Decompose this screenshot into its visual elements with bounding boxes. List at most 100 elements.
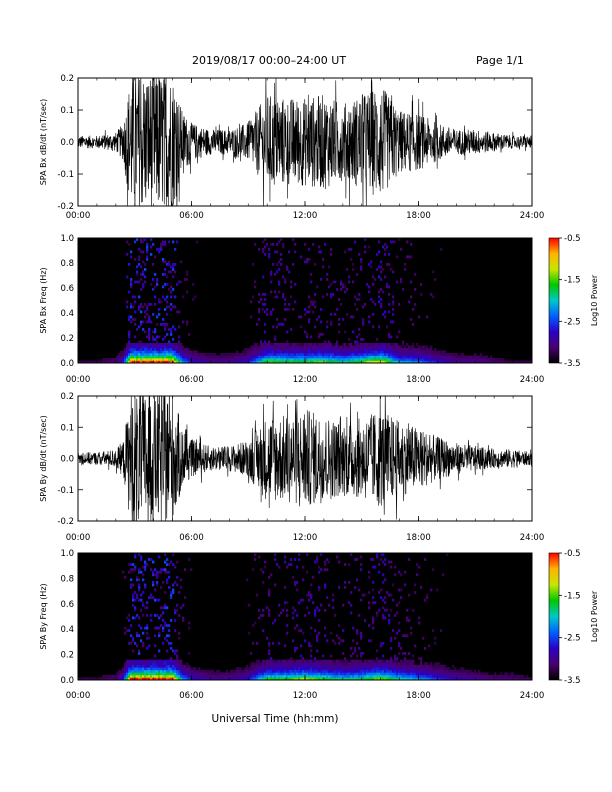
- spectrogram-cell: [162, 659, 165, 663]
- spectrogram-cell: [376, 553, 379, 556]
- spectrogram-cell: [288, 674, 291, 678]
- spectrogram-cell: [518, 677, 521, 681]
- spectrogram-cell: [326, 273, 329, 276]
- spectrogram-cell: [172, 305, 175, 309]
- spectrogram-cell: [170, 350, 173, 354]
- spectrogram-cell: [396, 353, 399, 356]
- spectrogram-cell: [262, 608, 265, 612]
- spectrogram-cell: [270, 657, 273, 660]
- spectrogram-cell: [498, 677, 501, 681]
- spectrogram-cell: [146, 243, 149, 246]
- spectrogram-cell: [142, 573, 145, 577]
- spectrogram-cell: [410, 255, 413, 259]
- spectrogram-cell: [374, 360, 377, 364]
- spectrogram-cell: [160, 570, 163, 574]
- spectrogram-cell: [140, 667, 143, 671]
- spectrogram-cell: [370, 664, 373, 668]
- spectrogram-cell: [270, 669, 273, 673]
- spectrogram-cell: [398, 667, 401, 671]
- spectrogram-cell: [136, 575, 139, 579]
- spectrogram-cell: [346, 355, 349, 359]
- spectrogram-cell: [416, 669, 419, 673]
- spectrogram-cell: [134, 353, 137, 356]
- spectrogram-cell: [388, 303, 391, 306]
- spectrogram-cell: [144, 568, 147, 572]
- spectrogram-cell: [276, 355, 279, 359]
- spectrogram-cell: [160, 355, 163, 359]
- spectrogram-cell: [304, 662, 307, 666]
- spectrogram-cell: [306, 345, 309, 349]
- spectrogram-cell: [312, 348, 315, 351]
- spectrogram-cell: [160, 624, 163, 627]
- spectrogram-cell: [310, 353, 313, 356]
- spectrogram-cell: [328, 677, 331, 681]
- spectrogram-cell: [354, 674, 357, 678]
- spectrogram-cell: [402, 672, 405, 676]
- spectrogram-cell: [128, 243, 131, 246]
- spectrogram-cell: [316, 649, 319, 653]
- spectrogram-cell: [188, 358, 191, 361]
- spectrogram-cell: [132, 677, 135, 681]
- spectrogram-cell: [118, 669, 121, 673]
- x-tick-label: 12:00: [293, 211, 318, 221]
- spectrogram-cell: [146, 308, 149, 311]
- spectrogram-cell: [344, 360, 347, 364]
- spectrogram-cell: [356, 641, 359, 645]
- spectrogram-cell: [184, 674, 187, 678]
- spectrogram-cell: [278, 283, 281, 286]
- spectrogram-cell: [436, 674, 439, 678]
- spectrogram-cell: [274, 664, 277, 668]
- spectrogram-cell: [448, 677, 451, 681]
- spectrogram-cell: [380, 659, 383, 663]
- spectrogram-cell: [150, 245, 153, 249]
- spectrogram-cell: [380, 669, 383, 673]
- spectrogram-cell: [172, 583, 175, 587]
- spectrogram-cell: [310, 677, 313, 681]
- spectrogram-cell: [330, 320, 333, 324]
- spectrogram-cell: [140, 570, 143, 574]
- spectrogram-cell: [378, 608, 381, 612]
- spectrogram-cell: [316, 669, 319, 673]
- spectrogram-cell: [434, 641, 437, 645]
- spectrogram-cell: [414, 669, 417, 673]
- spectrogram-cell: [254, 353, 257, 356]
- spectrogram-cell: [432, 350, 435, 354]
- spectrogram-cell: [148, 659, 151, 663]
- spectrogram-cell: [198, 355, 201, 359]
- spectrogram-cell: [272, 672, 275, 676]
- spectrogram-cell: [268, 613, 271, 617]
- spectrogram-cell: [142, 360, 145, 364]
- spectrogram-cell: [334, 343, 337, 346]
- spectrogram-cell: [164, 308, 167, 311]
- spectrogram-cell: [252, 662, 255, 666]
- spectrogram-cell: [258, 318, 261, 321]
- spectrogram-cell: [410, 360, 413, 364]
- spectrogram-cell: [240, 667, 243, 671]
- spectrogram-cell: [450, 353, 453, 356]
- spectrogram-cell: [254, 621, 257, 625]
- spectrogram-cell: [140, 310, 143, 314]
- spectrogram-cell: [320, 664, 323, 668]
- spectrogram-cell: [284, 358, 287, 361]
- spectrogram-cell: [170, 285, 173, 289]
- spectrogram-cell: [248, 631, 251, 635]
- spectrogram-cell: [510, 672, 513, 676]
- spectrogram-cell: [322, 662, 325, 666]
- spectrogram-cell: [164, 568, 167, 572]
- spectrogram-cell: [152, 570, 155, 574]
- spectrogram-cell: [140, 593, 143, 597]
- spectrogram-cell: [456, 355, 459, 359]
- spectrogram-cell: [468, 674, 471, 678]
- spectrogram-cell: [320, 662, 323, 666]
- spectrogram-cell: [134, 669, 137, 673]
- spectrogram-cell: [146, 248, 149, 251]
- spectrogram-cell: [362, 667, 365, 671]
- spectrogram-cell: [226, 672, 229, 676]
- spectrogram-cell: [410, 358, 413, 361]
- spectrogram-cell: [418, 355, 421, 359]
- spectrogram-cell: [356, 355, 359, 359]
- spectrogram-cell: [406, 616, 409, 620]
- spectrogram-cell: [432, 672, 435, 676]
- spectrogram-cell: [362, 318, 365, 321]
- spectrogram-cell: [380, 270, 383, 274]
